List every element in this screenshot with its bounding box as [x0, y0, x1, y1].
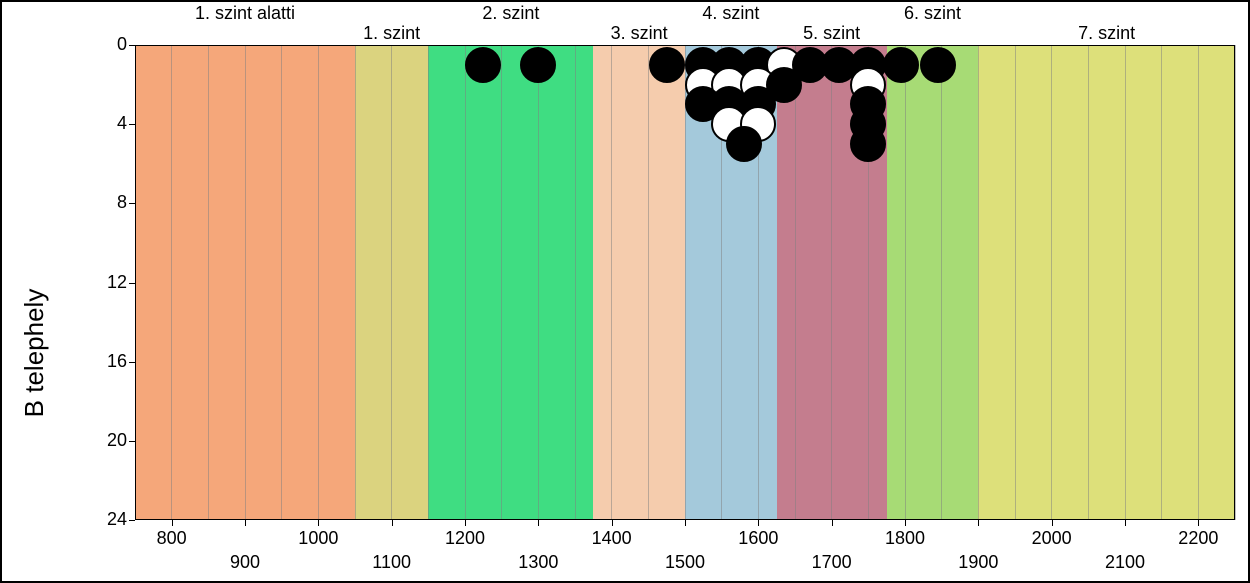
- band-label: 1. szint: [363, 23, 420, 44]
- x-tick: [245, 520, 246, 526]
- x-tick: [758, 520, 759, 526]
- x-tick: [905, 520, 906, 526]
- x-tick: [978, 520, 979, 526]
- x-tick: [318, 520, 319, 526]
- level-band: [428, 45, 593, 520]
- data-point: [520, 47, 556, 83]
- x-tick-label: 900: [230, 552, 260, 573]
- y-tick-label: 8: [117, 192, 127, 213]
- x-tick: [392, 520, 393, 526]
- x-tick-label: 1900: [958, 552, 998, 573]
- y-tick-label: 12: [107, 272, 127, 293]
- gridline-v: [648, 45, 649, 520]
- gridline-v: [1161, 45, 1162, 520]
- gridline-v: [171, 45, 172, 520]
- y-tick: [129, 45, 135, 46]
- band-label: 3. szint: [611, 23, 668, 44]
- x-tick-label: 1000: [298, 528, 338, 549]
- gridline-v: [685, 45, 686, 520]
- gridline-v: [1088, 45, 1089, 520]
- x-tick: [1198, 520, 1199, 526]
- y-tick-label: 0: [117, 34, 127, 55]
- data-point: [883, 47, 919, 83]
- gridline-v: [281, 45, 282, 520]
- band-label: 4. szint: [702, 3, 759, 24]
- x-tick: [465, 520, 466, 526]
- y-tick: [129, 124, 135, 125]
- gridline-v: [538, 45, 539, 520]
- gridline-v: [905, 45, 906, 520]
- gridline-v: [611, 45, 612, 520]
- x-tick-label: 2100: [1105, 552, 1145, 573]
- x-tick-label: 2200: [1178, 528, 1218, 549]
- level-band: [978, 45, 1235, 520]
- x-tick-label: 800: [157, 528, 187, 549]
- y-tick-label: 20: [107, 430, 127, 451]
- gridline-v: [501, 45, 502, 520]
- y-tick-label: 24: [107, 509, 127, 530]
- data-point: [649, 47, 685, 83]
- x-tick-label: 1300: [518, 552, 558, 573]
- data-point: [850, 126, 886, 162]
- gridline-v: [1051, 45, 1052, 520]
- x-tick: [1052, 520, 1053, 526]
- gridline-v: [318, 45, 319, 520]
- x-tick-label: 1400: [592, 528, 632, 549]
- x-tick: [685, 520, 686, 526]
- gridline-v: [391, 45, 392, 520]
- level-band: [593, 45, 685, 520]
- gridline-v: [978, 45, 979, 520]
- gridline-v: [941, 45, 942, 520]
- gridline-v: [795, 45, 796, 520]
- x-tick: [172, 520, 173, 526]
- x-tick: [538, 520, 539, 526]
- gridline-v: [575, 45, 576, 520]
- x-tick-label: 1800: [885, 528, 925, 549]
- y-tick: [129, 203, 135, 204]
- y-axis-title: B telephely: [19, 288, 50, 417]
- gridline-v: [208, 45, 209, 520]
- gridline-v: [428, 45, 429, 520]
- x-tick: [612, 520, 613, 526]
- y-tick: [129, 283, 135, 284]
- x-tick-label: 1200: [445, 528, 485, 549]
- level-band: [887, 45, 979, 520]
- y-tick: [129, 520, 135, 521]
- plot-area: [135, 45, 1235, 520]
- data-point: [465, 47, 501, 83]
- x-tick: [832, 520, 833, 526]
- y-tick: [129, 362, 135, 363]
- gridline-v: [831, 45, 832, 520]
- gridline-v: [1125, 45, 1126, 520]
- data-point: [726, 126, 762, 162]
- y-tick-label: 16: [107, 351, 127, 372]
- band-label: 5. szint: [803, 23, 860, 44]
- gridline-v: [1198, 45, 1199, 520]
- data-point: [920, 47, 956, 83]
- gridline-v: [245, 45, 246, 520]
- band-label: 1. szint alatti: [195, 3, 295, 24]
- gridline-v: [1015, 45, 1016, 520]
- x-tick-label: 1700: [812, 552, 852, 573]
- y-tick: [129, 441, 135, 442]
- x-tick-label: 1100: [372, 552, 411, 573]
- x-tick: [1125, 520, 1126, 526]
- chart-frame: B telephely 0 4 8 12 16 20 24 800 900 1000 1100 120…: [0, 0, 1250, 583]
- x-tick-label: 1500: [665, 552, 705, 573]
- gridline-v: [465, 45, 466, 520]
- x-tick-label: 1600: [738, 528, 778, 549]
- y-tick-label: 4: [117, 113, 127, 134]
- gridline-v: [1235, 45, 1236, 520]
- x-tick-label: 2000: [1032, 528, 1072, 549]
- band-label: 7. szint: [1078, 23, 1135, 44]
- band-label: 6. szint: [904, 3, 961, 24]
- gridline-v: [355, 45, 356, 520]
- band-label: 2. szint: [482, 3, 539, 24]
